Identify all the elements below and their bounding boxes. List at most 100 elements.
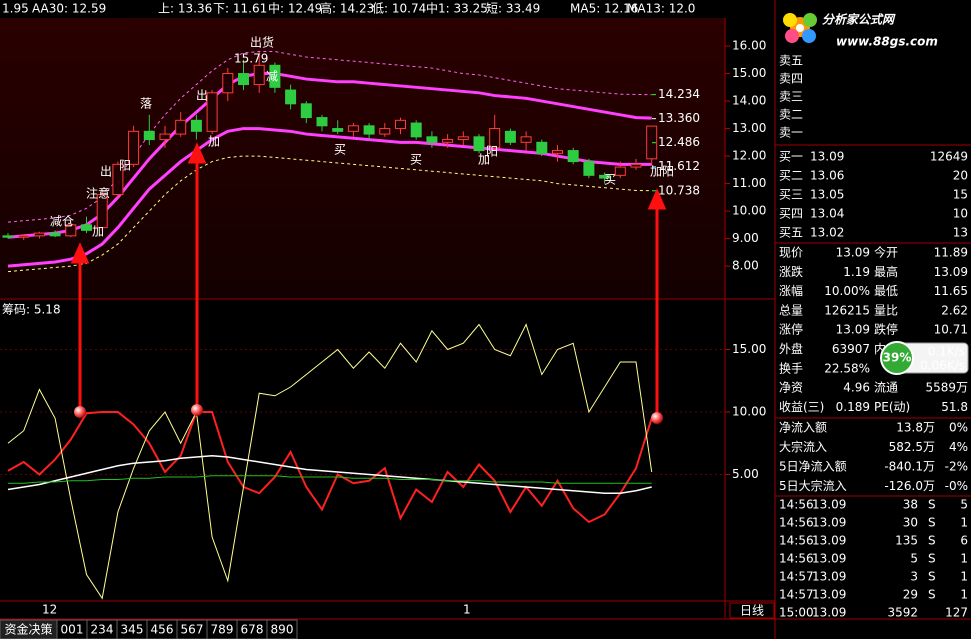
header-value: 高: 14.23 <box>320 1 374 16</box>
y-tick-label: 8.00 <box>732 259 759 273</box>
chart-annotation: 出货 <box>250 35 274 50</box>
ask-label: 卖一 <box>779 126 803 140</box>
ask-label: 卖四 <box>779 72 803 86</box>
tick-time: 15:00 <box>779 606 814 620</box>
tab-label: 567 <box>181 623 204 637</box>
marker <box>191 404 203 416</box>
quote-value: 11.65 <box>934 284 968 298</box>
header-value: MA13: 12.0 <box>627 2 695 16</box>
quote-value: 13.09 <box>934 265 968 279</box>
level-label: 12.486 <box>658 135 700 149</box>
tick-count: 6 <box>960 534 968 548</box>
candle-body <box>143 130 155 141</box>
candle-body <box>442 139 454 143</box>
tab[interactable] <box>266 619 298 639</box>
candle-body <box>567 150 579 163</box>
y-tick-label: 10.00 <box>732 405 766 419</box>
quote-value: 1.19 <box>843 265 870 279</box>
flow-percent: -2% <box>945 460 968 474</box>
candle-body <box>206 92 218 132</box>
candle-body <box>190 119 202 132</box>
candle-body <box>2 235 14 238</box>
tick-side: S <box>928 552 936 566</box>
header-value: 中: 12.49 <box>268 1 322 16</box>
tick-price: 13.09 <box>812 516 846 530</box>
candle-body <box>65 224 77 237</box>
bid-volume: 13 <box>953 226 968 240</box>
candle-body <box>159 133 171 141</box>
candle-body <box>96 194 108 229</box>
bid-price: 13.09 <box>810 150 844 164</box>
header-value: 低: 10.74 <box>372 2 426 16</box>
tick-count: 127 <box>945 606 968 620</box>
tick-volume: 3 <box>910 570 918 584</box>
band-line <box>7 72 652 239</box>
candle-body <box>363 125 375 135</box>
tick-volume: 5 <box>910 552 918 566</box>
chart-annotation: 阳 <box>119 159 131 173</box>
tick-time: 14:56 <box>779 516 814 530</box>
candle-body <box>457 136 469 141</box>
flow-amount: 13.8万 <box>896 421 935 435</box>
tick-volume: 30 <box>903 516 918 530</box>
tick-count: 1 <box>960 516 968 530</box>
logo-icon <box>783 13 817 43</box>
candle-body <box>473 136 485 152</box>
bid-label: 买三 <box>779 188 803 202</box>
tick-price: 13.09 <box>812 498 846 512</box>
candle-body <box>49 232 61 237</box>
tab-label: 456 <box>151 623 174 637</box>
bid-volume: 10 <box>953 207 968 221</box>
tab-label: 001 <box>61 623 84 637</box>
tick-side: S <box>928 516 936 530</box>
flow-label: 5日大宗流入 <box>779 478 847 493</box>
tab-label: 890 <box>271 623 294 637</box>
candle-body <box>489 128 501 149</box>
bid-price: 13.02 <box>810 226 844 240</box>
candle-body <box>269 64 281 88</box>
arrows <box>70 142 667 416</box>
candle-body <box>347 125 359 132</box>
flow-label: 大宗流入 <box>779 439 827 454</box>
ask-label: 卖二 <box>779 108 803 122</box>
quote-label: 涨跌 <box>779 264 803 279</box>
candle-body <box>33 232 45 237</box>
candle-body <box>18 235 30 238</box>
quote-label: 量比 <box>874 303 898 317</box>
ask-label: 卖三 <box>779 90 803 104</box>
candle-body <box>238 73 249 86</box>
petal <box>802 29 816 43</box>
tick-time: 14:56 <box>779 534 814 548</box>
candle-body <box>630 163 642 168</box>
candle-body <box>332 128 344 132</box>
tick-side: S <box>928 588 936 602</box>
candle-body <box>379 128 391 135</box>
tick-volume: 29 <box>903 588 918 602</box>
candle-body <box>614 166 626 176</box>
price-panel <box>0 18 725 298</box>
chart-annotation: 加 <box>92 225 104 239</box>
tick-side: S <box>928 570 936 584</box>
candle-body <box>536 141 548 154</box>
arrow-head <box>187 142 207 164</box>
quote-value: 13.09 <box>836 246 870 260</box>
level-label: 13.360 <box>658 111 700 125</box>
arrow-head <box>70 242 90 264</box>
x-tick-label: 1 <box>463 603 471 617</box>
period-box <box>729 602 775 619</box>
quote-label: 今开 <box>874 245 898 260</box>
logo-title: 分析家公式网 <box>822 13 896 27</box>
tick-time: 14:57 <box>779 588 814 602</box>
flow-label: 净流入额 <box>779 421 827 435</box>
candle-body <box>128 130 140 165</box>
flow-percent: -0% <box>945 479 968 493</box>
bid-price: 13.04 <box>810 207 844 221</box>
bid-volume: 20 <box>953 169 968 183</box>
chart-annotation: 买 <box>410 153 422 167</box>
y-tick-label: 11.00 <box>732 176 766 190</box>
tick-count: 1 <box>960 570 968 584</box>
chart-annotation: 加 <box>478 153 490 167</box>
level-label: 14.234 <box>658 87 700 101</box>
